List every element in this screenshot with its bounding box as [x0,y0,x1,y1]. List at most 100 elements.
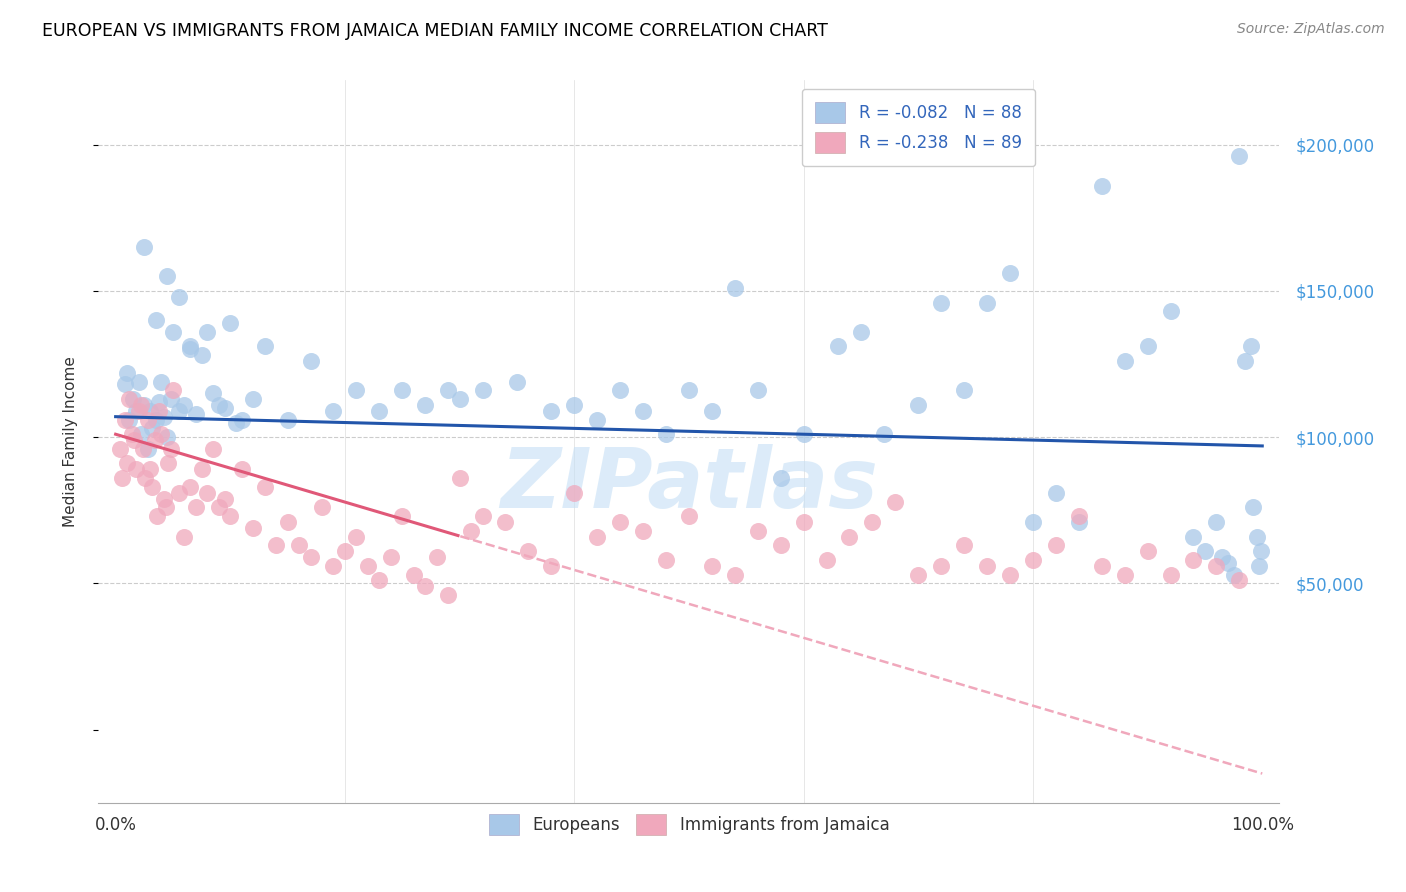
Point [121,427,143,442]
Point [253,480,276,494]
Point [136,412,159,426]
Y-axis label: Median Family Income: Median Family Income [63,356,77,527]
Point [150,375,173,389]
Point [299,354,322,368]
Point [609,515,631,529]
Point [873,427,896,442]
Point [277,412,299,426]
Point [214,401,236,415]
Point [155,500,177,515]
Point [413,398,436,412]
Point [460,524,482,538]
Point [929,295,952,310]
Point [1182,530,1205,544]
Point [953,384,976,398]
Point [838,530,860,544]
Point [471,509,494,524]
Point [179,339,201,353]
Point [208,500,231,515]
Text: Source: ZipAtlas.com: Source: ZipAtlas.com [1237,22,1385,37]
Point [391,509,413,524]
Point [231,462,253,476]
Point [849,325,872,339]
Point [143,433,166,447]
Point [141,480,163,494]
Point [322,558,344,573]
Point [1240,339,1263,353]
Point [586,412,609,426]
Point [793,515,815,529]
Point [1160,304,1182,318]
Point [449,392,471,406]
Text: EUROPEAN VS IMMIGRANTS FROM JAMAICA MEDIAN FAMILY INCOME CORRELATION CHART: EUROPEAN VS IMMIGRANTS FROM JAMAICA MEDI… [42,22,828,40]
Point [631,524,654,538]
Point [402,567,425,582]
Point [540,404,562,418]
Point [195,325,218,339]
Point [111,471,134,485]
Point [368,404,391,418]
Point [333,544,356,558]
Point [391,384,413,398]
Point [129,398,152,412]
Point [173,530,195,544]
Point [1160,567,1182,582]
Point [145,313,167,327]
Text: ZIPatlas: ZIPatlas [501,444,877,525]
Point [998,567,1021,582]
Point [724,567,747,582]
Point [150,427,173,442]
Point [253,339,276,353]
Point [118,392,141,406]
Point [1247,558,1270,573]
Point [1182,553,1205,567]
Point [655,553,678,567]
Point [907,567,929,582]
Point [288,538,311,552]
Point [152,491,174,506]
Point [1246,530,1268,544]
Point [145,412,167,426]
Point [495,515,517,529]
Point [1067,509,1090,524]
Point [976,295,998,310]
Point [976,558,998,573]
Point [322,404,344,418]
Point [114,412,136,426]
Point [724,281,747,295]
Point [357,558,380,573]
Point [929,558,952,573]
Point [179,343,201,357]
Point [793,427,815,442]
Point [156,269,179,284]
Point [586,530,609,544]
Point [162,384,184,398]
Point [506,375,529,389]
Point [125,404,148,418]
Point [202,386,225,401]
Point [108,442,131,456]
Point [953,538,976,552]
Point [125,462,148,476]
Point [122,433,145,447]
Point [747,524,769,538]
Point [860,515,883,529]
Point [184,407,207,421]
Point [437,384,460,398]
Point [700,404,723,418]
Point [311,500,333,515]
Point [747,384,769,398]
Point [1136,339,1159,353]
Point [1205,558,1227,573]
Point [114,377,136,392]
Point [678,384,700,398]
Point [562,485,585,500]
Point [380,550,402,565]
Point [277,515,299,529]
Point [264,538,287,552]
Point [299,550,322,565]
Point [769,471,792,485]
Point [907,398,929,412]
Point [344,530,367,544]
Point [1216,556,1239,570]
